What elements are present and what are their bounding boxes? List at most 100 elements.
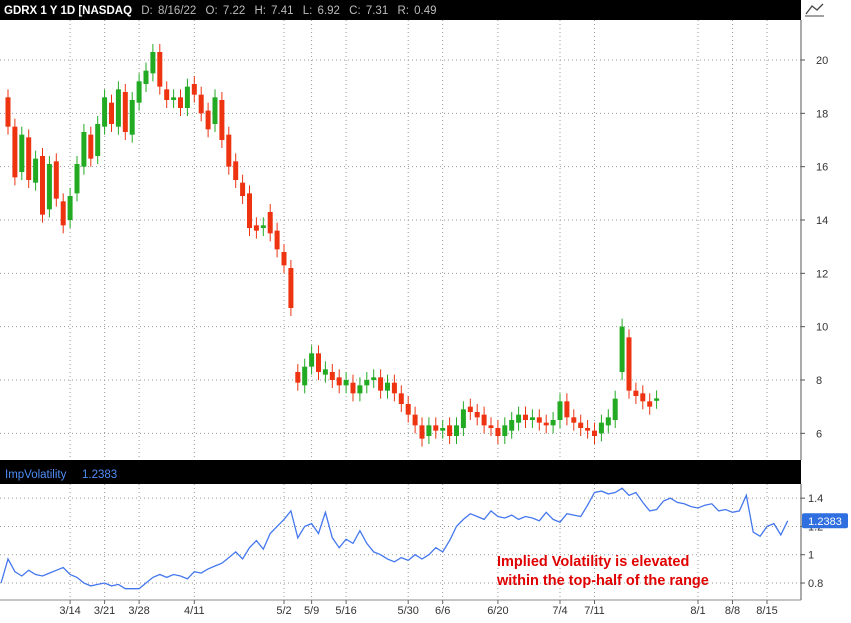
candle [205, 102, 211, 138]
candle [454, 417, 459, 444]
candle [502, 417, 508, 444]
candle [509, 412, 515, 439]
candle-body [378, 377, 384, 391]
candle-body [115, 89, 121, 127]
candle [171, 89, 177, 108]
chart-settings-icon[interactable] [801, 0, 851, 20]
candle-body [316, 353, 321, 372]
candle [398, 385, 404, 412]
candle [322, 361, 328, 383]
candle-body [233, 161, 239, 180]
candle-body [81, 132, 87, 167]
candle-body [612, 398, 618, 420]
candle-body [5, 97, 11, 127]
candle [612, 390, 618, 428]
x-tick-label: 5/16 [335, 605, 356, 617]
x-tick-label: 4/11 [184, 605, 205, 617]
candle [378, 369, 384, 399]
candle-body [226, 134, 232, 167]
price-candles [5, 44, 660, 447]
candle [281, 244, 287, 274]
candle-body [529, 417, 535, 420]
candle-body [322, 369, 328, 375]
candle-body [164, 89, 170, 100]
candle-body [19, 134, 25, 172]
open-value: 7.22 [223, 5, 245, 17]
candle [481, 406, 487, 434]
candle-body [536, 417, 542, 423]
candle-body [247, 193, 252, 228]
x-tick-label: 7/4 [552, 605, 567, 617]
candle-body [136, 81, 142, 103]
candle [647, 393, 653, 415]
candle [529, 409, 535, 428]
candle [585, 420, 591, 439]
price-grid [0, 20, 801, 460]
candle [233, 153, 239, 188]
candle [67, 188, 73, 228]
candle-body [543, 422, 549, 426]
candle-body [619, 326, 625, 372]
price-y-tick-label: 14 [816, 215, 828, 227]
x-tick-label: 7/11 [584, 605, 605, 617]
candle-body [605, 417, 611, 426]
candle-body [240, 182, 246, 196]
iv-value-badge: 1.2383 [802, 513, 848, 529]
candle-body [364, 380, 370, 386]
candle-body [53, 161, 59, 199]
date-label: D: [141, 5, 153, 17]
range-value: 0.49 [414, 5, 436, 17]
price-y-tick-label: 18 [816, 108, 828, 120]
candle [26, 129, 32, 188]
candle-body [626, 337, 632, 391]
candle [598, 414, 604, 442]
range-label: R: [397, 5, 409, 17]
candle-body [640, 393, 646, 402]
candle-body [95, 124, 101, 156]
candle-body [571, 417, 577, 423]
candle-body [191, 84, 197, 95]
candle [316, 345, 321, 380]
iv-y-tick-label: 1.4 [808, 493, 823, 505]
candle [619, 318, 625, 380]
candle-body [60, 201, 66, 226]
candle-body [212, 97, 218, 124]
low-value: 6.92 [318, 5, 340, 17]
x-tick-label: 8/8 [725, 605, 740, 617]
candle-body [516, 414, 522, 423]
candle [640, 385, 646, 410]
candle [74, 156, 80, 202]
candle-body [398, 393, 404, 404]
candle [129, 92, 135, 143]
iv-grid [0, 484, 801, 600]
price-y-tick-label: 6 [816, 428, 822, 440]
candle [95, 116, 101, 164]
candle [523, 406, 528, 428]
candle [309, 345, 315, 375]
candle-body [329, 372, 335, 380]
candle-body [454, 425, 459, 436]
candle-body [495, 428, 501, 436]
candle [102, 89, 108, 135]
candle-body [12, 126, 18, 178]
candle-body [598, 422, 604, 434]
iv-y-tick-label: 1 [808, 550, 814, 562]
candle [143, 62, 149, 92]
candle [447, 417, 453, 444]
x-tick-label: 3/21 [94, 605, 115, 617]
candle-body [350, 382, 356, 394]
candle-body [343, 380, 349, 386]
candle-body [447, 425, 453, 436]
candle-body [467, 406, 473, 412]
candle [385, 374, 390, 399]
study-name: ImpVolatility [5, 469, 67, 481]
candle [350, 374, 356, 402]
candle [81, 124, 87, 175]
x-tick-label: 3/28 [128, 605, 149, 617]
price-y-tick-label: 16 [816, 162, 828, 174]
panel-divider[interactable] [0, 460, 801, 464]
candle-body [198, 94, 204, 114]
candle [184, 78, 190, 116]
